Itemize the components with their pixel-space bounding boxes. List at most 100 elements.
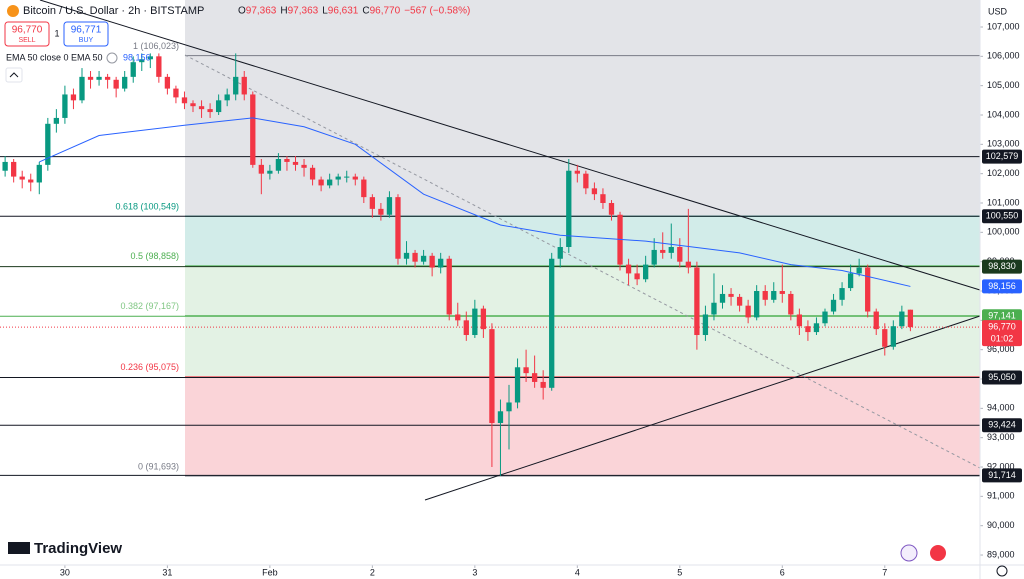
x-tick-label: 4	[575, 567, 580, 577]
candle-body	[873, 311, 879, 330]
candle-body	[292, 161, 299, 165]
candle-body	[566, 170, 572, 248]
candle-body	[847, 273, 854, 289]
candle-body	[728, 293, 734, 297]
price-level-label: 98,830	[988, 261, 1016, 271]
candle-body	[771, 291, 777, 300]
indicator-icon[interactable]	[106, 52, 118, 64]
candle-body	[600, 194, 606, 204]
logo-mark	[8, 542, 30, 554]
candle-body	[805, 326, 811, 333]
flag-icon[interactable]	[930, 545, 946, 561]
y-tick-label: 101,000	[987, 197, 1020, 207]
candle-body	[241, 76, 247, 95]
candle-body	[882, 329, 888, 347]
fib-zone	[185, 376, 980, 477]
buy-button[interactable]	[63, 21, 109, 47]
candle-body	[736, 296, 743, 306]
candle-body	[164, 76, 171, 89]
ohlc-letter: H	[280, 6, 287, 17]
candle-body	[642, 264, 649, 280]
ema-line	[39, 117, 911, 287]
x-tick-label: 7	[882, 567, 887, 577]
candle-body	[62, 94, 68, 118]
candle-body	[53, 117, 60, 124]
ohlc-value: 97,363	[288, 6, 319, 17]
ohlc-value: 96,631	[328, 6, 359, 17]
candle-body	[429, 255, 435, 268]
fib-label: 0.5 (98,858)	[130, 251, 179, 261]
candle-body	[660, 249, 666, 253]
candle-body	[2, 161, 8, 171]
candle-body	[651, 249, 657, 265]
buy-label: BUY	[79, 37, 94, 44]
candle-body	[480, 308, 487, 330]
price-level-box	[982, 418, 1022, 433]
candle-body	[284, 158, 290, 162]
candle-body	[583, 173, 589, 189]
candle-body	[796, 314, 803, 327]
candle-body	[28, 179, 34, 183]
candle-body	[198, 106, 205, 110]
fib-zone	[185, 315, 980, 377]
candle-body	[634, 273, 640, 280]
indicator-label: EMA 50 close 0 EMA 50	[6, 52, 103, 62]
y-tick-label: 104,000	[987, 109, 1020, 119]
ema-box	[982, 279, 1022, 294]
candle-body	[233, 76, 239, 95]
bolt-icon[interactable]	[900, 544, 918, 562]
candle-body	[899, 311, 905, 327]
y-tick-label: 103,000	[987, 139, 1020, 149]
last-price-box	[982, 320, 1022, 347]
fib-label: 0.382 (97,167)	[120, 301, 179, 311]
price-level-box	[982, 209, 1022, 224]
sell-button[interactable]	[4, 21, 50, 47]
indicator-value: 98,156	[123, 52, 151, 62]
trend-line	[39, 0, 981, 291]
price-level-box	[982, 149, 1022, 164]
collapse-button[interactable]	[5, 67, 23, 83]
candle-body	[361, 179, 367, 198]
price-level-label: 102,579	[986, 151, 1019, 161]
candle-body	[557, 247, 563, 259]
candle-body	[745, 305, 751, 318]
candle-body	[497, 411, 504, 424]
candle-body	[472, 308, 478, 336]
fib-label: 0 (91,693)	[138, 461, 179, 471]
candle-body	[386, 197, 393, 215]
logo-text: TradingView	[34, 540, 122, 557]
x-tick-label: 30	[60, 567, 70, 577]
price-level-label: 100,550	[986, 211, 1019, 221]
candle-body	[130, 62, 136, 77]
candle-body	[694, 267, 700, 336]
candle-body	[403, 252, 410, 259]
candle-body	[309, 167, 316, 180]
candle-body	[865, 267, 871, 312]
x-tick-label: Feb	[262, 567, 278, 577]
trend-line	[424, 315, 981, 501]
candle-body	[574, 170, 580, 174]
settings-icon[interactable]	[996, 565, 1008, 577]
candle-body	[420, 255, 427, 262]
candle-body	[267, 170, 273, 174]
candle-body	[719, 293, 726, 303]
candle-body	[173, 88, 179, 98]
candle-body	[352, 176, 358, 180]
candle-body	[181, 97, 188, 104]
candle-body	[890, 326, 896, 347]
candle-body	[327, 179, 333, 186]
price-level-label: 93,424	[988, 420, 1016, 430]
candle-body	[907, 309, 914, 328]
collapse-icon	[9, 72, 19, 78]
candle-body	[11, 161, 17, 177]
x-tick-label: 2	[370, 567, 375, 577]
y-tick-label: 93,000	[987, 432, 1015, 442]
fib-label: 1 (106,023)	[133, 41, 179, 51]
candle-body	[702, 314, 709, 336]
candle-body	[113, 79, 119, 89]
candle-body	[754, 291, 760, 318]
price-level-label: 95,050	[988, 372, 1016, 382]
x-tick-label: 31	[162, 567, 172, 577]
candle-body	[369, 197, 376, 209]
